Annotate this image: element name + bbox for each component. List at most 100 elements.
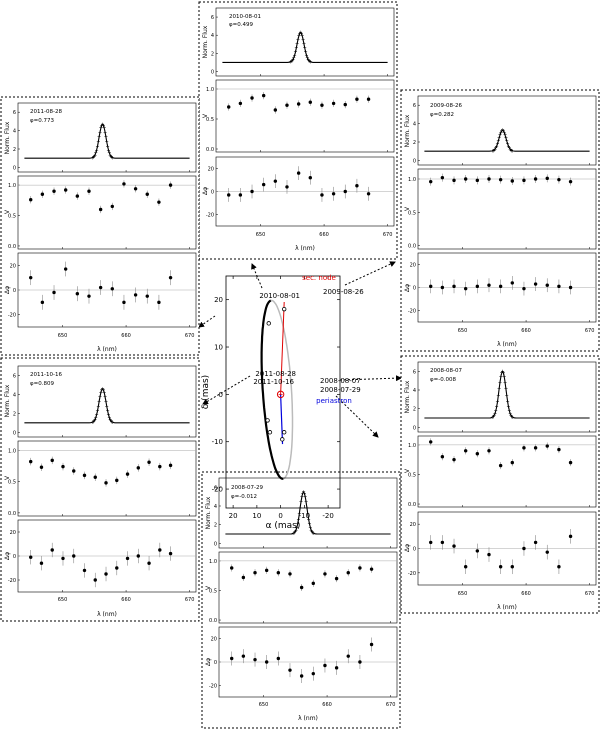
v-point <box>115 478 119 483</box>
flux-point: + <box>306 57 310 63</box>
flux-point: + <box>295 525 299 531</box>
orbit-ylabel: δ (mas) <box>201 375 211 409</box>
phi-point <box>145 294 149 298</box>
xtick-label: 660 <box>322 702 332 708</box>
phi-ytick-label: 0 <box>413 547 416 553</box>
flux-ytick-label: 0 <box>13 165 16 171</box>
phi-point <box>334 666 339 670</box>
flux-point: + <box>507 409 511 415</box>
periastron-line <box>280 394 284 445</box>
xtick-label: 670 <box>185 597 195 603</box>
flux-point: + <box>292 531 296 537</box>
flux-point: + <box>110 420 114 426</box>
v-point <box>230 566 234 570</box>
phi-point <box>475 549 480 553</box>
flux-point: + <box>300 33 304 39</box>
phi-ytick-label: 20 <box>208 167 214 173</box>
subplot-frame <box>17 365 197 438</box>
xtick-label: 670 <box>585 591 595 597</box>
flux-ytick-label: 6 <box>13 110 16 116</box>
phi-point <box>452 284 456 289</box>
flux-point: + <box>94 415 98 421</box>
orbit-epoch-point <box>266 321 271 326</box>
flux-point: + <box>100 386 104 392</box>
v-point <box>238 101 243 106</box>
v-point <box>568 460 573 465</box>
v-point <box>52 189 56 193</box>
flux-point: + <box>503 133 507 139</box>
panel-flux-label: Norm. Flux <box>4 121 11 154</box>
subplot-frame <box>17 102 197 173</box>
panel-2010: 2010-08-01 φ=0.499 Norm. Flux V Δφ λ (nm… <box>202 7 395 252</box>
flux-ytick-label: 6 <box>13 373 16 379</box>
v-point <box>158 464 162 469</box>
orbit-xtick-label: 0 <box>278 512 282 520</box>
flux-ytick-label: 6 <box>214 485 217 491</box>
v-point <box>343 102 347 107</box>
orbit-epoch-point <box>265 418 270 423</box>
orbit-epoch-point <box>281 430 287 435</box>
flux-point: + <box>503 380 507 386</box>
xtick-label: 670 <box>383 232 393 238</box>
flux-point: + <box>90 155 94 161</box>
v-point <box>358 566 362 570</box>
flux-point: + <box>95 409 99 415</box>
panel-phi-label: Δφ <box>404 544 411 552</box>
flux-point: + <box>499 374 503 380</box>
flux-point: + <box>510 414 514 420</box>
flux-point: + <box>290 59 294 65</box>
flux-point: + <box>305 505 309 511</box>
phi-point <box>452 544 456 548</box>
flux-point: + <box>311 531 315 537</box>
panel-flux-label: Norm. Flux <box>4 384 11 417</box>
flux-point: + <box>498 133 502 139</box>
phi-point <box>498 284 503 289</box>
v-point <box>125 472 130 476</box>
flux-point: + <box>504 387 508 393</box>
flux-point: + <box>105 404 109 410</box>
phi-ytick-label: 0 <box>13 554 16 560</box>
panel-2008a: 2008-08-07 φ=-0.008 Norm. Flux V Δφ λ (n… <box>404 361 597 611</box>
panel-phase: φ=0.809 <box>30 381 54 387</box>
v-point <box>40 192 45 196</box>
orbit-ticks: 20 10 0 -10 -20 20 10 0 -10 -20 <box>212 276 340 520</box>
phi-point <box>125 556 130 561</box>
phi-point <box>355 184 359 188</box>
flux-point: + <box>289 59 293 65</box>
v-point <box>29 459 33 464</box>
phi-ytick-label: 0 <box>413 286 416 292</box>
v-point <box>168 463 173 468</box>
v-point <box>463 177 468 181</box>
v-point <box>285 103 289 107</box>
phi-point <box>104 572 108 576</box>
flux-point: + <box>92 154 96 160</box>
phi-point <box>522 286 526 291</box>
v-point <box>273 108 278 112</box>
arrow-to-2011a <box>198 315 216 328</box>
orbit-xtick-label: -10 <box>299 512 310 520</box>
phi-point <box>440 540 445 545</box>
v-point <box>145 192 149 196</box>
v-ytick-label: 0.0 <box>408 244 416 250</box>
flux-point: + <box>291 57 295 63</box>
flux-point: + <box>300 494 304 500</box>
flux-point: + <box>102 126 106 132</box>
flux-point: + <box>497 387 501 393</box>
node-line <box>280 302 285 395</box>
orbit-ytick-label: 20 <box>214 296 223 304</box>
phi-point <box>93 578 97 582</box>
orbit-xtick-label: -20 <box>322 512 333 520</box>
flux-point: + <box>109 154 113 160</box>
phi-point <box>63 267 68 271</box>
orbit-far-arc <box>270 299 294 480</box>
phi-point <box>253 657 257 662</box>
v-point <box>61 464 65 469</box>
flux-point: + <box>296 37 300 43</box>
flux-point: + <box>493 411 497 417</box>
flux-point: + <box>508 147 512 153</box>
panel-2011a: 2011-08-28 φ=0.773 Norm. Flux V Δφ λ (nm… <box>4 102 197 353</box>
v-point <box>93 475 97 479</box>
panel-date: 2010-08-01 <box>229 14 261 20</box>
flux-ytick-label: 4 <box>413 122 416 128</box>
orbit-ytick-label: 0 <box>219 391 223 399</box>
